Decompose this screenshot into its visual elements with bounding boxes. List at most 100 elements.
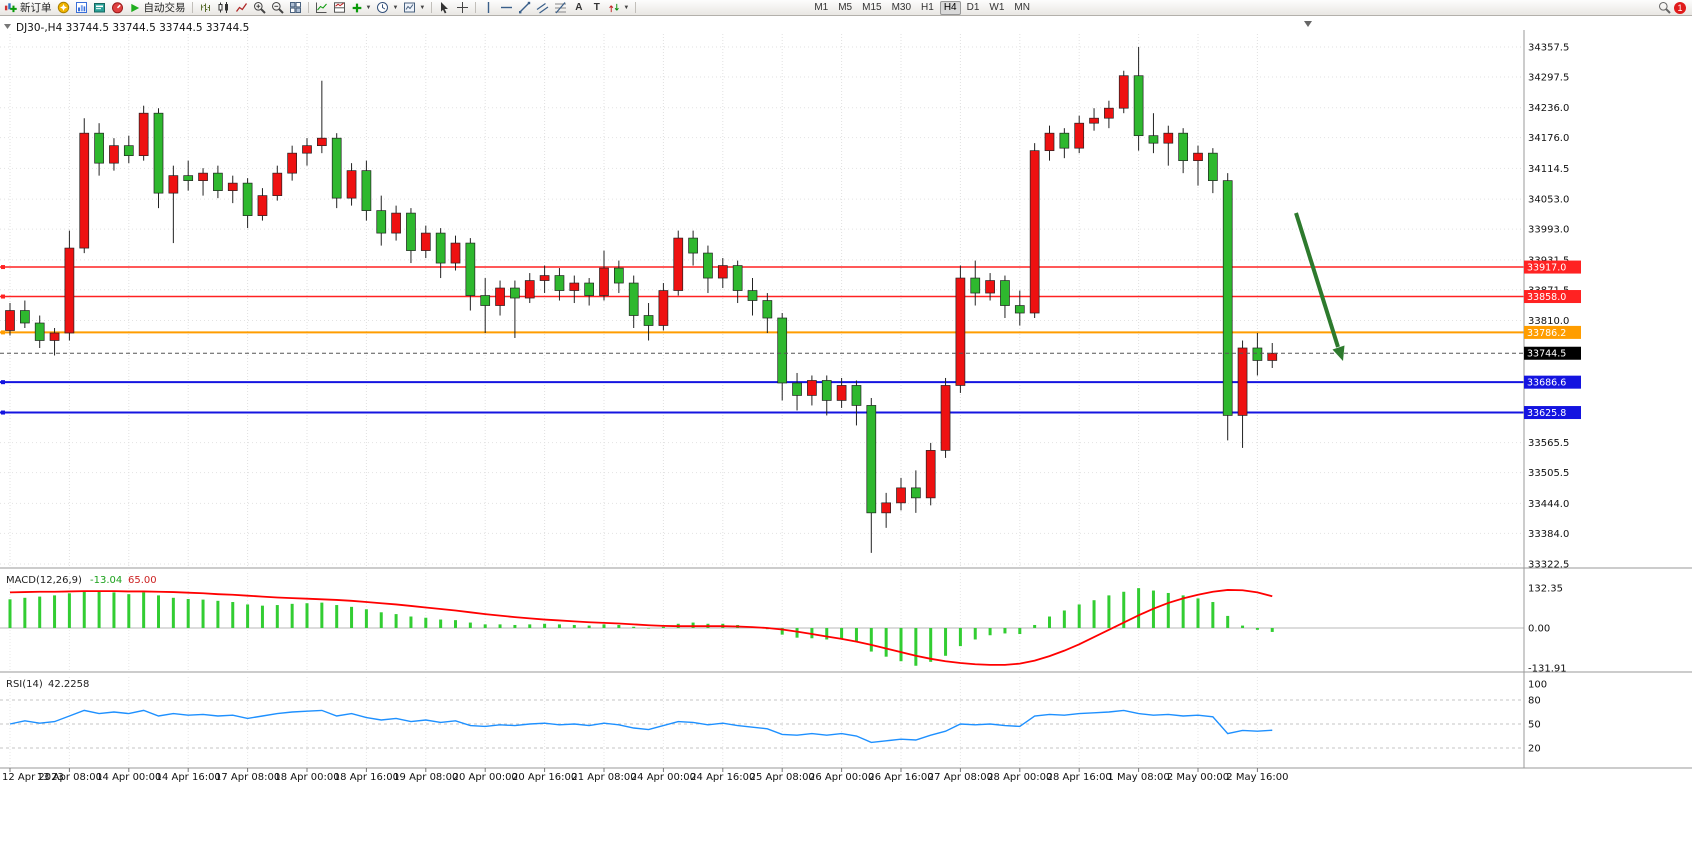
trendline-tool-button[interactable]	[516, 1, 533, 15]
macd-hist-bar	[1167, 593, 1170, 628]
timeframe-button-M30[interactable]: M30	[888, 1, 915, 15]
fibonacci-tool-button[interactable]	[552, 1, 569, 15]
candle-body	[392, 213, 401, 233]
level-anchor[interactable]	[1, 330, 5, 334]
timeframe-button-W1[interactable]: W1	[985, 1, 1008, 15]
level-anchor[interactable]	[1, 265, 5, 269]
line-chart-button[interactable]	[233, 1, 250, 15]
strategy-tester-button[interactable]	[109, 1, 126, 15]
navigator-button[interactable]	[55, 1, 72, 15]
label-tool-button[interactable]: T	[588, 1, 605, 15]
price-badge-label: 33625.8	[1527, 408, 1566, 419]
separator	[475, 2, 476, 13]
candle-body	[718, 266, 727, 278]
zoom-in-button[interactable]	[251, 1, 268, 15]
new-order-button[interactable]: 新订单	[2, 1, 54, 15]
channel-icon	[536, 1, 549, 14]
vertical-line-tool-button[interactable]	[480, 1, 497, 15]
macd-hist-bar	[1018, 628, 1021, 634]
candle-body	[1179, 133, 1188, 160]
candle-body	[525, 281, 534, 298]
channel-tool-button[interactable]	[534, 1, 551, 15]
chart-canvas[interactable]: MACD(12,26,9)-13.0465.00RSI(14)42.225834…	[0, 16, 1692, 851]
candle-body	[763, 301, 772, 318]
candle-body	[273, 173, 282, 195]
price-badge-label: 33917.0	[1527, 263, 1566, 274]
candle-body	[421, 233, 430, 250]
candle-body	[288, 153, 297, 173]
candle-body	[614, 268, 623, 283]
zoom-out-button[interactable]	[269, 1, 286, 15]
candle-body	[1208, 153, 1217, 180]
text-tool-button[interactable]: A	[570, 1, 587, 15]
candle-body	[139, 113, 148, 155]
cursor-button[interactable]	[436, 1, 453, 15]
horizontal-line-tool-button[interactable]	[498, 1, 515, 15]
candlestick-chart-button[interactable]	[215, 1, 232, 15]
timeframe-button-H1[interactable]: H1	[917, 1, 938, 15]
candle-body	[867, 405, 876, 512]
notification-badge[interactable]: 1	[1674, 2, 1686, 14]
arrows-tool-button[interactable]: ▼	[606, 1, 631, 15]
time-label: 20 Apr 16:00	[512, 772, 577, 783]
candle-body	[837, 385, 846, 400]
macd-hist-bar	[588, 626, 591, 628]
candle-body	[1238, 348, 1247, 415]
timeframe-button-H4[interactable]: H4	[940, 1, 961, 15]
add-indicator-button[interactable]: ▼	[349, 1, 374, 15]
timeframe-button-M15[interactable]: M15	[858, 1, 885, 15]
macd-hist-bar	[276, 605, 279, 628]
macd-hist-bar	[959, 628, 962, 646]
indicator-window-button[interactable]	[331, 1, 348, 15]
macd-hist-bar	[825, 628, 828, 639]
template-button[interactable]: ▼	[401, 1, 427, 15]
candle-body	[1015, 306, 1024, 313]
timeframe-button-M5[interactable]: M5	[834, 1, 856, 15]
bar-chart-icon	[199, 1, 212, 14]
candle-body	[1194, 153, 1203, 160]
candle-body	[1223, 181, 1232, 416]
level-anchor[interactable]	[1, 411, 5, 415]
candle-body	[496, 288, 505, 305]
macd-signal-value: 65.00	[128, 575, 157, 586]
search-button[interactable]	[1656, 1, 1673, 15]
period-button[interactable]: ▼	[374, 1, 400, 15]
macd-hist-bar	[573, 625, 576, 628]
crosshair-button[interactable]	[454, 1, 471, 15]
market-watch-icon	[75, 1, 88, 14]
time-label: 24 Apr 16:00	[690, 772, 755, 783]
chart-area[interactable]: MACD(12,26,9)-13.0465.00RSI(14)42.225834…	[0, 16, 1692, 851]
timeframe-button-MN[interactable]: MN	[1010, 1, 1034, 15]
time-label: 26 Apr 16:00	[868, 772, 933, 783]
candle-body	[1119, 76, 1128, 108]
timeframe-button-M1[interactable]: M1	[810, 1, 832, 15]
candle-body	[733, 266, 742, 291]
candle-body	[6, 311, 15, 331]
macd-hist-bar	[380, 612, 383, 628]
chart-background	[0, 16, 1692, 851]
toolbox-button[interactable]	[91, 1, 108, 15]
candle-body	[852, 385, 861, 405]
bar-chart-button[interactable]	[197, 1, 214, 15]
macd-hist-bar	[543, 624, 546, 628]
level-anchor[interactable]	[1, 380, 5, 384]
candle-body	[1253, 348, 1262, 360]
line-chart-icon	[235, 1, 248, 14]
indicators-button[interactable]	[313, 1, 330, 15]
macd-hist-bar	[216, 601, 219, 628]
candle-body	[50, 333, 59, 340]
level-anchor[interactable]	[1, 295, 5, 299]
macd-hist-bar	[528, 624, 531, 628]
market-watch-button[interactable]	[73, 1, 90, 15]
time-label: 24 Apr 00:00	[631, 772, 696, 783]
autotrade-button[interactable]: 自动交易	[127, 1, 188, 15]
macd-hist-bar	[1078, 604, 1081, 628]
timeframe-button-D1[interactable]: D1	[963, 1, 984, 15]
candle-body	[20, 311, 29, 323]
candle-body	[674, 238, 683, 290]
crosshair-icon	[456, 1, 469, 14]
tile-windows-button[interactable]	[287, 1, 304, 15]
macd-hist-bar	[484, 624, 487, 628]
macd-hist-bar	[692, 623, 695, 628]
macd-hist-bar	[112, 592, 115, 628]
